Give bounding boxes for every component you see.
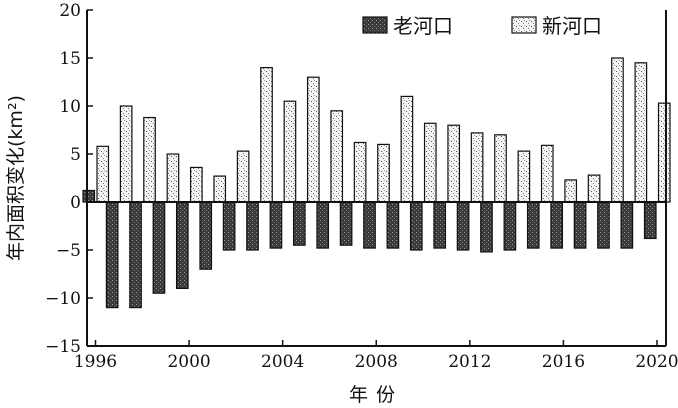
bar-xinhekou-1996	[96, 145, 110, 203]
x-tick-label: 2000	[167, 352, 210, 372]
bar-laohekou-2010	[409, 201, 423, 251]
bar-xinhekou-2015	[540, 144, 554, 203]
x-axis-title: 年份	[349, 384, 403, 406]
bar-laohekou-2019	[620, 201, 634, 249]
legend-label-laohekou: 老河口	[393, 14, 453, 38]
axes-layer	[86, 10, 667, 347]
legend-swatch-xinhekou	[511, 16, 537, 34]
legend: 老河口 新河口	[362, 14, 602, 38]
bar-laohekou-1999	[152, 201, 166, 294]
bar-laohekou-1996	[82, 189, 96, 203]
bar-xinhekou-2019	[634, 62, 648, 203]
y-tick-label: 20	[59, 1, 81, 21]
bars-layer	[82, 57, 671, 309]
bar-xinhekou-2007	[353, 141, 367, 203]
bar-xinhekou-2017	[587, 174, 601, 203]
bar-xinhekou-2003	[260, 66, 273, 203]
bar-laohekou-2000	[175, 201, 189, 290]
bar-xinhekou-2002	[236, 150, 250, 203]
y-tick-label: −10	[45, 289, 81, 309]
bar-laohekou-2009	[386, 201, 400, 249]
y-tick-label: 0	[70, 193, 81, 213]
y-tick-label: 15	[59, 49, 81, 69]
bar-xinhekou-1997	[119, 105, 133, 203]
y-axis-title: 年内面积变化(km²)	[5, 95, 27, 261]
bar-xinhekou-2013	[494, 134, 507, 203]
bar-laohekou-2006	[316, 201, 330, 249]
bar-xinhekou-2014	[517, 150, 531, 203]
y-tick-label: 10	[59, 97, 81, 117]
bar-laohekou-2016	[550, 201, 564, 249]
y-tick-label: −15	[45, 337, 81, 357]
bar-laohekou-2015	[526, 201, 540, 249]
bar-xinhekou-2009	[400, 95, 414, 203]
x-tick-label: 2020	[635, 352, 678, 372]
bar-laohekou-2012	[456, 201, 470, 251]
bar-laohekou-2014	[503, 201, 517, 251]
bar-xinhekou-2001	[213, 175, 227, 203]
x-tick-label: 2016	[542, 352, 585, 372]
bar-xinhekou-2016	[564, 179, 578, 203]
bar-xinhekou-1998	[143, 116, 156, 203]
bar-xinhekou-1999	[166, 153, 180, 203]
bar-laohekou-2007	[339, 201, 353, 246]
legend-label-xinhekou: 新河口	[542, 14, 602, 38]
bar-laohekou-2005	[292, 201, 306, 246]
bar-laohekou-2003	[246, 201, 259, 251]
x-tick-label: 2012	[448, 352, 491, 372]
bar-xinhekou-2010	[423, 122, 437, 203]
bar-laohekou-2011	[433, 201, 447, 249]
y-tick-label: −5	[56, 241, 81, 261]
bar-xinhekou-2018	[611, 57, 624, 203]
y-tick-label: 5	[70, 145, 81, 165]
bar-laohekou-2008	[363, 201, 376, 249]
bar-laohekou-2001	[199, 201, 213, 270]
x-tick-label: 2008	[355, 352, 398, 372]
bar-laohekou-2013	[480, 201, 493, 253]
bar-laohekou-1997	[105, 201, 119, 309]
bar-xinhekou-2006	[330, 110, 344, 203]
legend-swatch-laohekou	[362, 16, 388, 34]
bar-xinhekou-2012	[470, 132, 484, 203]
bar-xinhekou-2011	[447, 124, 461, 203]
bar-laohekou-2004	[269, 201, 283, 249]
bar-laohekou-1998	[129, 201, 142, 309]
bar-xinhekou-2008	[377, 143, 390, 203]
bar-laohekou-2020	[643, 201, 657, 240]
bar-xinhekou-2000	[189, 166, 203, 203]
x-tick-label: 1996	[74, 352, 117, 372]
bar-laohekou-2002	[222, 201, 236, 251]
bar-xinhekou-2005	[306, 76, 320, 203]
x-tick-label: 2004	[261, 352, 304, 372]
bar-laohekou-2017	[573, 201, 587, 249]
ticks-layer: −15 −10 −5 0 5 10 15 20 1996 2000 2004 2008 2012 2016…	[45, 1, 678, 372]
bar-xinhekou-2004	[283, 100, 297, 203]
bar-xinhekou-2020	[657, 102, 671, 203]
bar-laohekou-2018	[597, 201, 610, 249]
